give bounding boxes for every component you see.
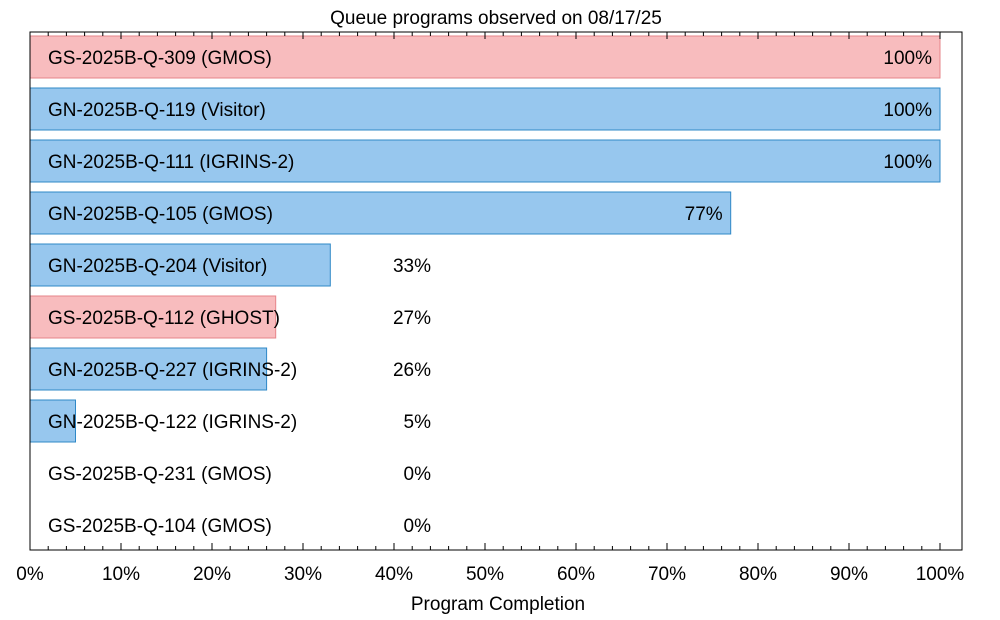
bar-label: GS-2025B-Q-231 (GMOS) xyxy=(48,464,272,485)
chart-title: Queue programs observed on 08/17/25 xyxy=(330,8,662,29)
x-tick-label: 80% xyxy=(739,564,777,585)
value-label: 100% xyxy=(883,100,932,121)
value-label: 5% xyxy=(404,412,432,433)
bar xyxy=(29,87,941,131)
x-tick-label: 60% xyxy=(557,564,595,585)
bar xyxy=(29,35,941,79)
x-tick-label: 90% xyxy=(830,564,868,585)
value-label: 27% xyxy=(393,308,431,329)
x-tick-label: 30% xyxy=(284,564,322,585)
x-tick-label: 100% xyxy=(916,564,965,585)
value-label: 77% xyxy=(685,204,723,225)
x-axis: 0% 10% 20% 30% 40% 50% 60% 70% 80% 90% 100% xyxy=(16,32,964,585)
x-tick-label: 70% xyxy=(648,564,686,585)
bar-label: GS-2025B-Q-104 (GMOS) xyxy=(48,516,272,537)
bar-label: GS-2025B-Q-112 (GHOST) xyxy=(48,308,280,329)
bar xyxy=(29,191,732,235)
value-label: 0% xyxy=(404,464,432,485)
bar xyxy=(29,243,331,287)
bars-layer xyxy=(29,35,941,443)
bar-label: GN-2025B-Q-204 (Visitor) xyxy=(48,256,267,277)
plot-frame xyxy=(29,31,963,551)
value-label: 33% xyxy=(393,256,431,277)
bar xyxy=(29,347,268,391)
value-label: 100% xyxy=(883,48,932,69)
bar-label: GN-2025B-Q-122 (IGRINS-2) xyxy=(48,412,297,433)
bar-label: GN-2025B-Q-119 (Visitor) xyxy=(48,100,266,121)
value-label: 26% xyxy=(393,360,431,381)
x-tick-label: 20% xyxy=(193,564,231,585)
bar-label: GS-2025B-Q-309 (GMOS) xyxy=(48,48,272,69)
value-label: 0% xyxy=(404,516,432,537)
bar-label: GN-2025B-Q-111 (IGRINS-2) xyxy=(48,152,294,173)
x-tick-label: 0% xyxy=(16,564,44,585)
x-tick-label: 40% xyxy=(375,564,413,585)
x-tick-label: 50% xyxy=(466,564,504,585)
x-axis-title: Program Completion xyxy=(411,594,585,615)
bar-label: GN-2025B-Q-105 (GMOS) xyxy=(48,204,273,225)
bar xyxy=(29,139,941,183)
x-tick-label: 10% xyxy=(102,564,140,585)
bar xyxy=(29,295,277,339)
bar-label: GN-2025B-Q-227 (IGRINS-2) xyxy=(48,360,297,381)
labels-layer: GS-2025B-Q-309 (GMOS) 100% GN-2025B-Q-119 … xyxy=(48,48,932,537)
value-label: 100% xyxy=(883,152,932,173)
